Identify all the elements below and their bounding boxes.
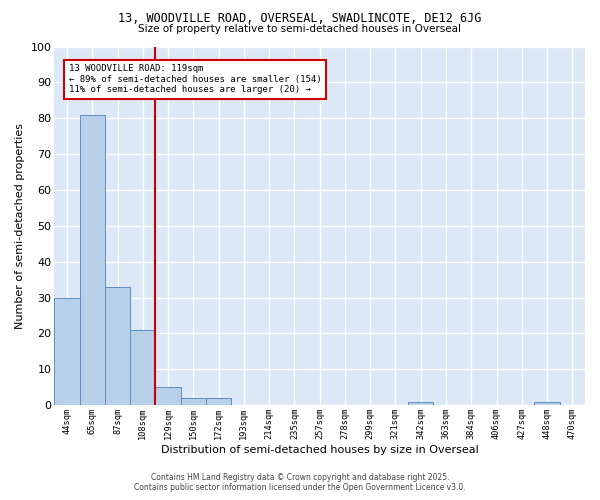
Bar [206,398,231,405]
Text: 13 WOODVILLE ROAD: 119sqm
← 89% of semi-detached houses are smaller (154)
11% of: 13 WOODVILLE ROAD: 119sqm ← 89% of semi-… [69,64,322,94]
Bar [181,398,206,405]
Bar [155,387,181,405]
Bar [80,114,105,405]
Bar [535,402,560,405]
Y-axis label: Number of semi-detached properties: Number of semi-detached properties [15,123,25,329]
Text: 13, WOODVILLE ROAD, OVERSEAL, SWADLINCOTE, DE12 6JG: 13, WOODVILLE ROAD, OVERSEAL, SWADLINCOT… [118,12,482,26]
Text: Size of property relative to semi-detached houses in Overseal: Size of property relative to semi-detach… [139,24,461,34]
X-axis label: Distribution of semi-detached houses by size in Overseal: Distribution of semi-detached houses by … [161,445,479,455]
Bar [55,298,80,405]
Bar [130,330,155,405]
Bar [105,287,130,405]
Text: Contains HM Land Registry data © Crown copyright and database right 2025.
Contai: Contains HM Land Registry data © Crown c… [134,473,466,492]
Bar [408,402,433,405]
